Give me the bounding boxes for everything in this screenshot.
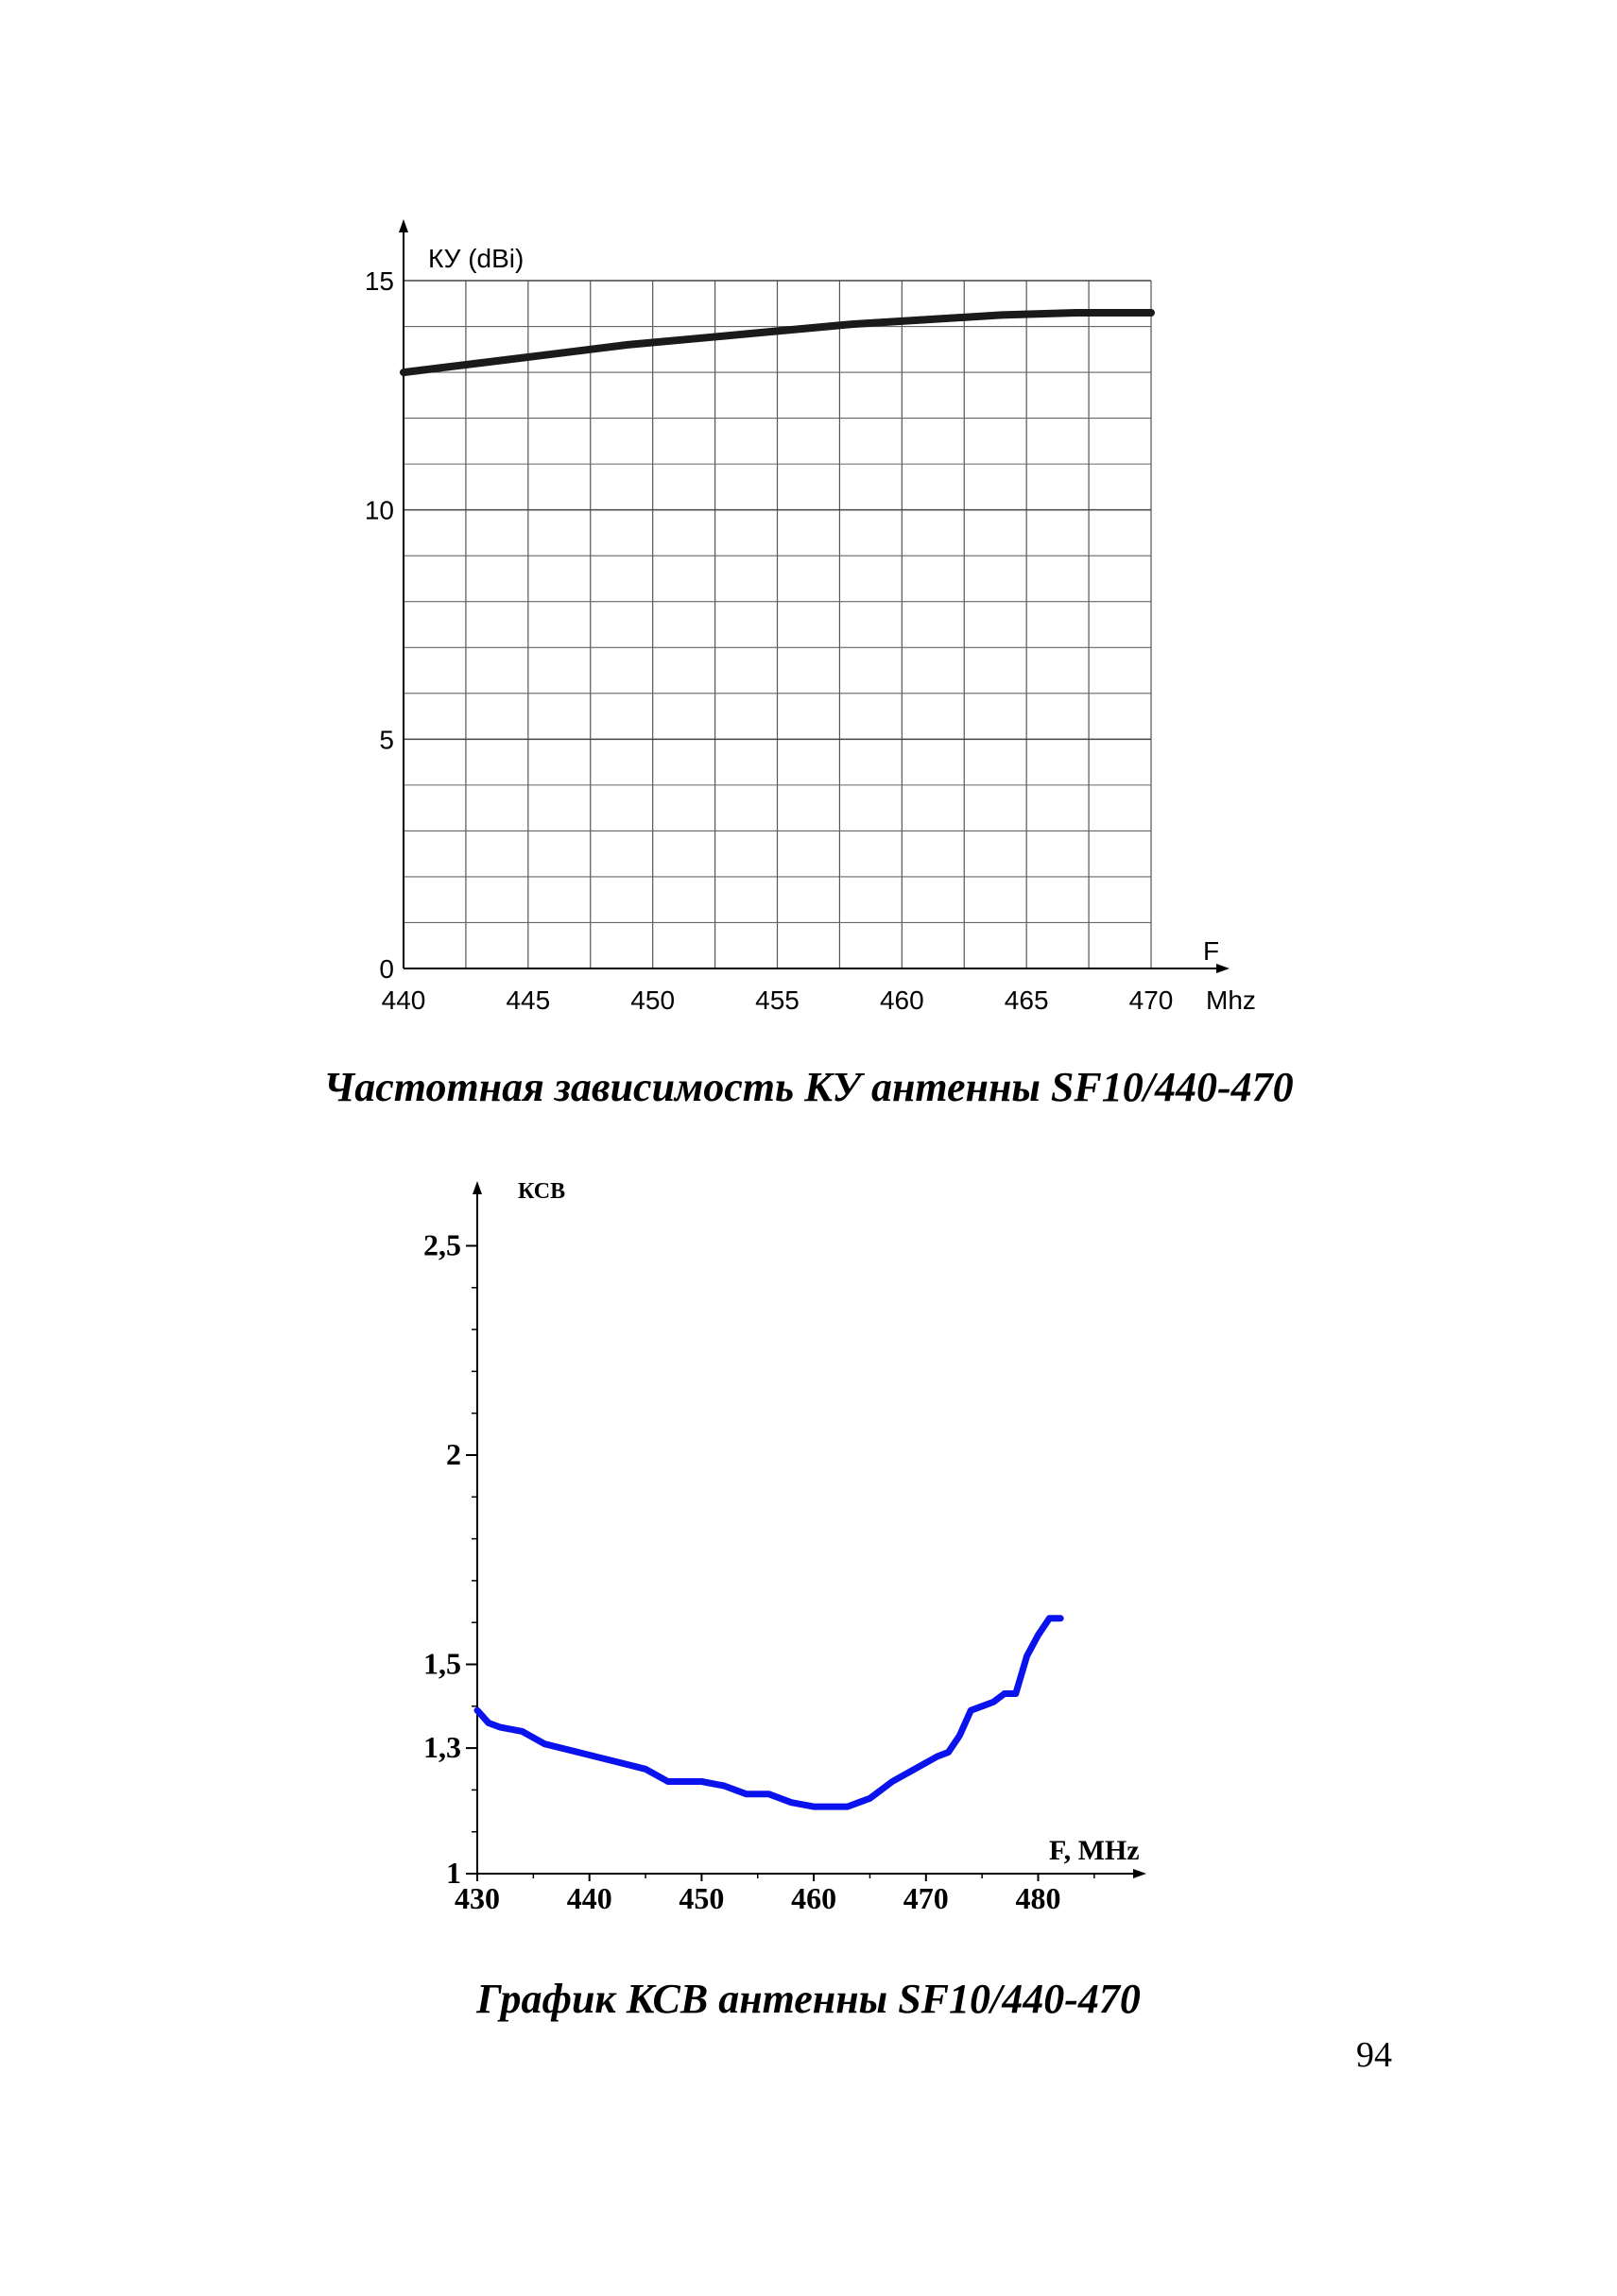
gain-x-axis-label: F xyxy=(1203,936,1219,966)
gain-chart-grid xyxy=(404,280,1152,968)
x-tick-label: 430 xyxy=(455,1881,500,1915)
y-axis-arrow xyxy=(473,1181,482,1194)
x-tick-label: 470 xyxy=(1129,985,1174,1015)
x-tick-label: 440 xyxy=(567,1881,612,1915)
y-tick-label: 2 xyxy=(446,1437,461,1471)
x-tick-label: 450 xyxy=(679,1881,724,1915)
y-tick-label: 1,3 xyxy=(423,1730,461,1764)
swr-y-axis-label: КСВ xyxy=(518,1179,565,1204)
y-tick-label: 15 xyxy=(365,266,394,296)
swr-chart-series xyxy=(473,1615,1064,1810)
x-axis-arrow xyxy=(1133,1869,1146,1878)
gain-series-line xyxy=(400,309,1155,377)
y-tick-label: 0 xyxy=(379,954,394,984)
y-tick-label: 1 xyxy=(446,1856,461,1890)
x-tick-label: 440 xyxy=(382,985,426,1015)
gain-chart-y-ticks: 0 5 10 15 xyxy=(365,266,394,984)
x-tick-label: 455 xyxy=(755,985,800,1015)
y-tick-label: 5 xyxy=(379,725,394,754)
x-tick-label: 470 xyxy=(903,1881,949,1915)
y-tick-label: 1,5 xyxy=(423,1647,461,1681)
gain-chart-x-ticks: 440 445 450 455 460 465 470 xyxy=(382,985,1174,1015)
x-tick-label: 445 xyxy=(506,985,550,1015)
y-tick-label: 10 xyxy=(365,496,394,525)
swr-chart-axes xyxy=(470,1181,1146,1878)
swr-chart-caption: График КСВ антенны SF10/440-470 xyxy=(476,1976,1141,2022)
swr-chart-y-ticks: 1 1,3 1,5 2 2,5 xyxy=(423,1228,477,1890)
gain-chart-series xyxy=(400,309,1155,377)
swr-chart: 1 1,3 1,5 2 2,5 430 440 450 460 470 480 КСВ F, MH… xyxy=(423,1179,1146,1915)
x-axis-arrow xyxy=(1216,964,1230,973)
gain-y-axis-label: КУ (dBi) xyxy=(428,244,524,273)
x-tick-label: 450 xyxy=(630,985,675,1015)
gain-chart-axes xyxy=(399,219,1230,973)
y-tick-label: 2,5 xyxy=(423,1228,461,1262)
page-number: 94 xyxy=(1356,2035,1392,2075)
swr-chart-x-ticks: 430 440 450 460 470 480 xyxy=(455,1874,1095,1915)
gain-x-axis-unit: Mhz xyxy=(1206,985,1256,1015)
x-tick-label: 465 xyxy=(1005,985,1049,1015)
gain-chart-caption: Частотная зависимость КУ антенны SF10/44… xyxy=(323,1064,1294,1110)
x-tick-label: 460 xyxy=(880,985,924,1015)
swr-x-axis-label: F, MHz xyxy=(1049,1835,1140,1866)
x-tick-label: 460 xyxy=(791,1881,836,1915)
x-tick-label: 480 xyxy=(1016,1881,1061,1915)
swr-series-line xyxy=(473,1615,1064,1810)
y-axis-arrow xyxy=(399,219,408,232)
